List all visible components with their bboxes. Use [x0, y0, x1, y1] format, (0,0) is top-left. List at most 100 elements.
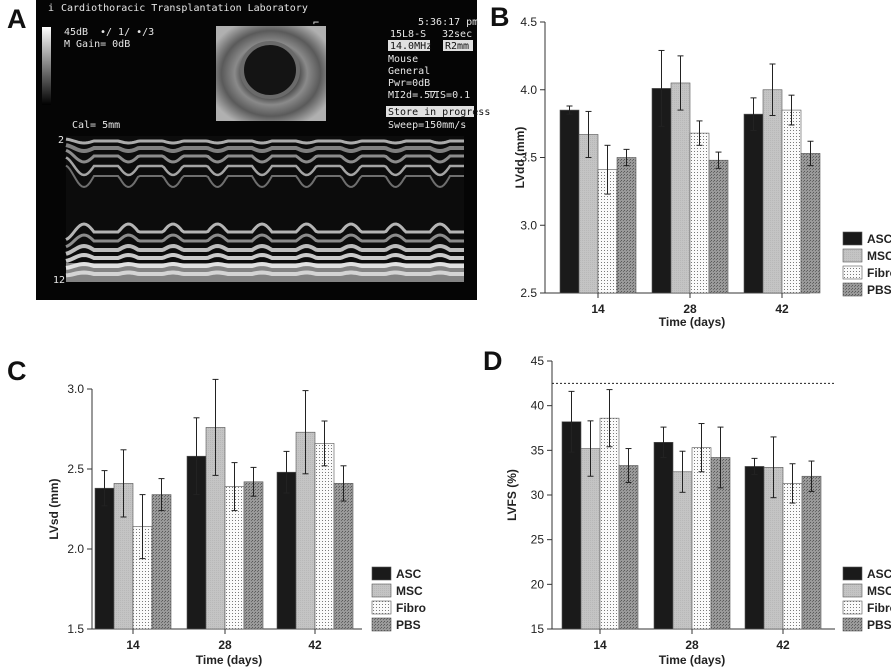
- us-depth: R2mm: [445, 41, 469, 52]
- chart-c-ytick-label: 3.0: [67, 382, 84, 396]
- chart-d-bar-pbs-14: [618, 465, 639, 630]
- chart-b-bar-asc-14: [559, 109, 580, 294]
- chart-c-ytick-label: 2.5: [67, 462, 84, 476]
- chart-d-ytick-label: 35: [531, 443, 545, 457]
- mmode-band-5: [65, 222, 464, 241]
- us-pwr: Pwr=0dB: [388, 78, 430, 89]
- chart-d-xtick-label-42: 42: [776, 638, 790, 652]
- chart-d-ytick-label: 45: [531, 354, 545, 368]
- chart-d-legend-swatch-asc: [842, 566, 863, 581]
- chart-b-bar-pbs-14: [616, 157, 637, 294]
- chart-c-legend-label-fibro: Fibro: [396, 601, 426, 615]
- chart-c-bar-asc-14: [94, 487, 115, 630]
- mmode-wall: [66, 263, 464, 282]
- chart-b-ytick-label: 4.5: [520, 15, 537, 29]
- us-header: Cardiothoracic Transplantation Laborator…: [61, 3, 308, 14]
- chart-b: 2.5 3.0 3.5 4.0 4.5 14 28 42 Time (days) LVdd (mm…: [513, 15, 891, 329]
- mmode-band-2: [65, 148, 464, 164]
- chart-d-ytick-label: 20: [531, 577, 545, 591]
- chart-d-legend-label-msc: MSC: [867, 584, 891, 598]
- chart-b-xtick-label-14: 14: [591, 302, 605, 316]
- us-gain: 45dB: [64, 27, 88, 38]
- us-scale-top: 2: [58, 135, 64, 146]
- chart-c-bar-fibro-42: [314, 443, 335, 630]
- chart-c-legend-label-asc: ASC: [396, 567, 422, 581]
- mmode-band-6: [65, 233, 464, 249]
- chart-b-legend-label-msc: MSC: [867, 249, 891, 263]
- chart-b-ytick-label: 3.0: [520, 218, 537, 232]
- chart-d-legend-swatch-pbs: [842, 617, 863, 632]
- us-marker: ⌐: [313, 18, 319, 29]
- chart-c-legend-label-pbs: PBS: [396, 618, 421, 632]
- chart-d-bar-pbs-42: [801, 475, 822, 630]
- chart-c-legend-swatch-pbs: [371, 617, 392, 632]
- chart-d-xtick-label-14: 14: [593, 638, 607, 652]
- us-scale-bottom: 12: [53, 275, 65, 286]
- chart-c-ylabel: LVsd (mm): [47, 478, 61, 539]
- chart-d-bar-asc-42: [744, 466, 765, 630]
- chart-d-bar-fibro-14: [599, 417, 620, 630]
- mmode-band-8: [65, 252, 464, 263]
- chart-b-legend-label-pbs: PBS: [867, 283, 891, 297]
- chart-c-xtick-label-14: 14: [126, 638, 140, 652]
- us-grayscale-bar: [42, 27, 51, 105]
- charts-layer: 2.5 3.0 3.5 4.0 4.5 14 28 42 Time (days) LVdd (mm…: [47, 15, 891, 667]
- chart-d-xlabel: Time (days): [659, 653, 725, 667]
- chart-b-legend-swatch-msc: [842, 248, 863, 263]
- us-depth-box: [443, 40, 473, 51]
- chart-b-ytick-label: 4.0: [520, 83, 537, 97]
- us-mgain: M Gain= 0dB: [64, 39, 130, 50]
- chart-b-bar-fibro-42: [781, 109, 802, 294]
- ultrasound-panel: i Cardiothoracic Transplantation Laborat…: [36, 0, 490, 300]
- us-mi: MI2d=.57: [388, 90, 436, 101]
- us-info-i: i: [48, 3, 54, 14]
- us-ventricle: [240, 41, 300, 99]
- panel-label-b: B: [490, 2, 510, 32]
- chart-b-legend-swatch-fibro: [842, 265, 863, 280]
- mmode-band-0: [65, 137, 464, 145]
- us-store-box: [386, 106, 474, 117]
- us-freq-box: [388, 40, 430, 51]
- chart-b-bar-msc-28: [670, 82, 691, 294]
- mmode-band-3: [65, 156, 464, 177]
- us-duration: 32sec: [442, 29, 472, 40]
- chart-d-bar-fibro-42: [782, 483, 803, 630]
- chart-c-xtick-label-28: 28: [218, 638, 232, 652]
- chart-b-legend-label-fibro: Fibro: [867, 266, 891, 280]
- chart-b-bar-msc-42: [762, 89, 783, 294]
- chart-c-bar-asc-42: [276, 471, 297, 630]
- chart-c-bar-pbs-14: [151, 494, 172, 630]
- chart-b-legend-swatch-asc: [842, 231, 863, 246]
- chart-c-bar-pbs-28: [243, 481, 264, 630]
- us-probe: 15L8-S: [390, 29, 426, 40]
- chart-b-ytick-label: 2.5: [520, 286, 537, 300]
- chart-b-bar-msc-14: [578, 134, 599, 294]
- chart-d-bar-fibro-28: [691, 447, 712, 630]
- chart-b-legend-swatch-pbs: [842, 282, 863, 297]
- chart-d: 15 20 25 30 35 40 45 14 28 42 Time (days) LVFS (%) A…: [505, 354, 891, 667]
- us-cal: Cal= 5mm: [72, 120, 120, 131]
- chart-b-bar-fibro-28: [689, 132, 710, 294]
- chart-c-legend-swatch-fibro: [371, 600, 392, 615]
- us-time: 5:36:17 pm: [418, 17, 478, 28]
- chart-c-bar-pbs-42: [333, 483, 354, 630]
- chart-c-legend-label-msc: MSC: [396, 584, 423, 598]
- chart-c-xtick-label-42: 42: [308, 638, 322, 652]
- us-freq: 14.0MHz: [390, 41, 432, 52]
- chart-c-ytick-label: 2.0: [67, 542, 84, 556]
- chart-d-ytick-label: 40: [531, 399, 545, 413]
- chart-c-xlabel: Time (days): [196, 653, 262, 667]
- chart-d-ytick-label: 30: [531, 488, 545, 502]
- chart-b-bar-asc-42: [743, 113, 764, 294]
- us-mode1: Mouse: [388, 54, 418, 65]
- mmode-band-1: [65, 143, 464, 154]
- chart-b-xtick-label-28: 28: [683, 302, 697, 316]
- chart-d-legend-swatch-fibro: [842, 600, 863, 615]
- mmode-band-4: [65, 164, 464, 189]
- chart-c-legend-swatch-asc: [371, 566, 392, 581]
- us-tis: TIS=0.1: [428, 90, 470, 101]
- panel-label-d: D: [483, 346, 503, 376]
- chart-b-bar-pbs-28: [708, 159, 729, 294]
- panel-label-c: C: [7, 356, 27, 386]
